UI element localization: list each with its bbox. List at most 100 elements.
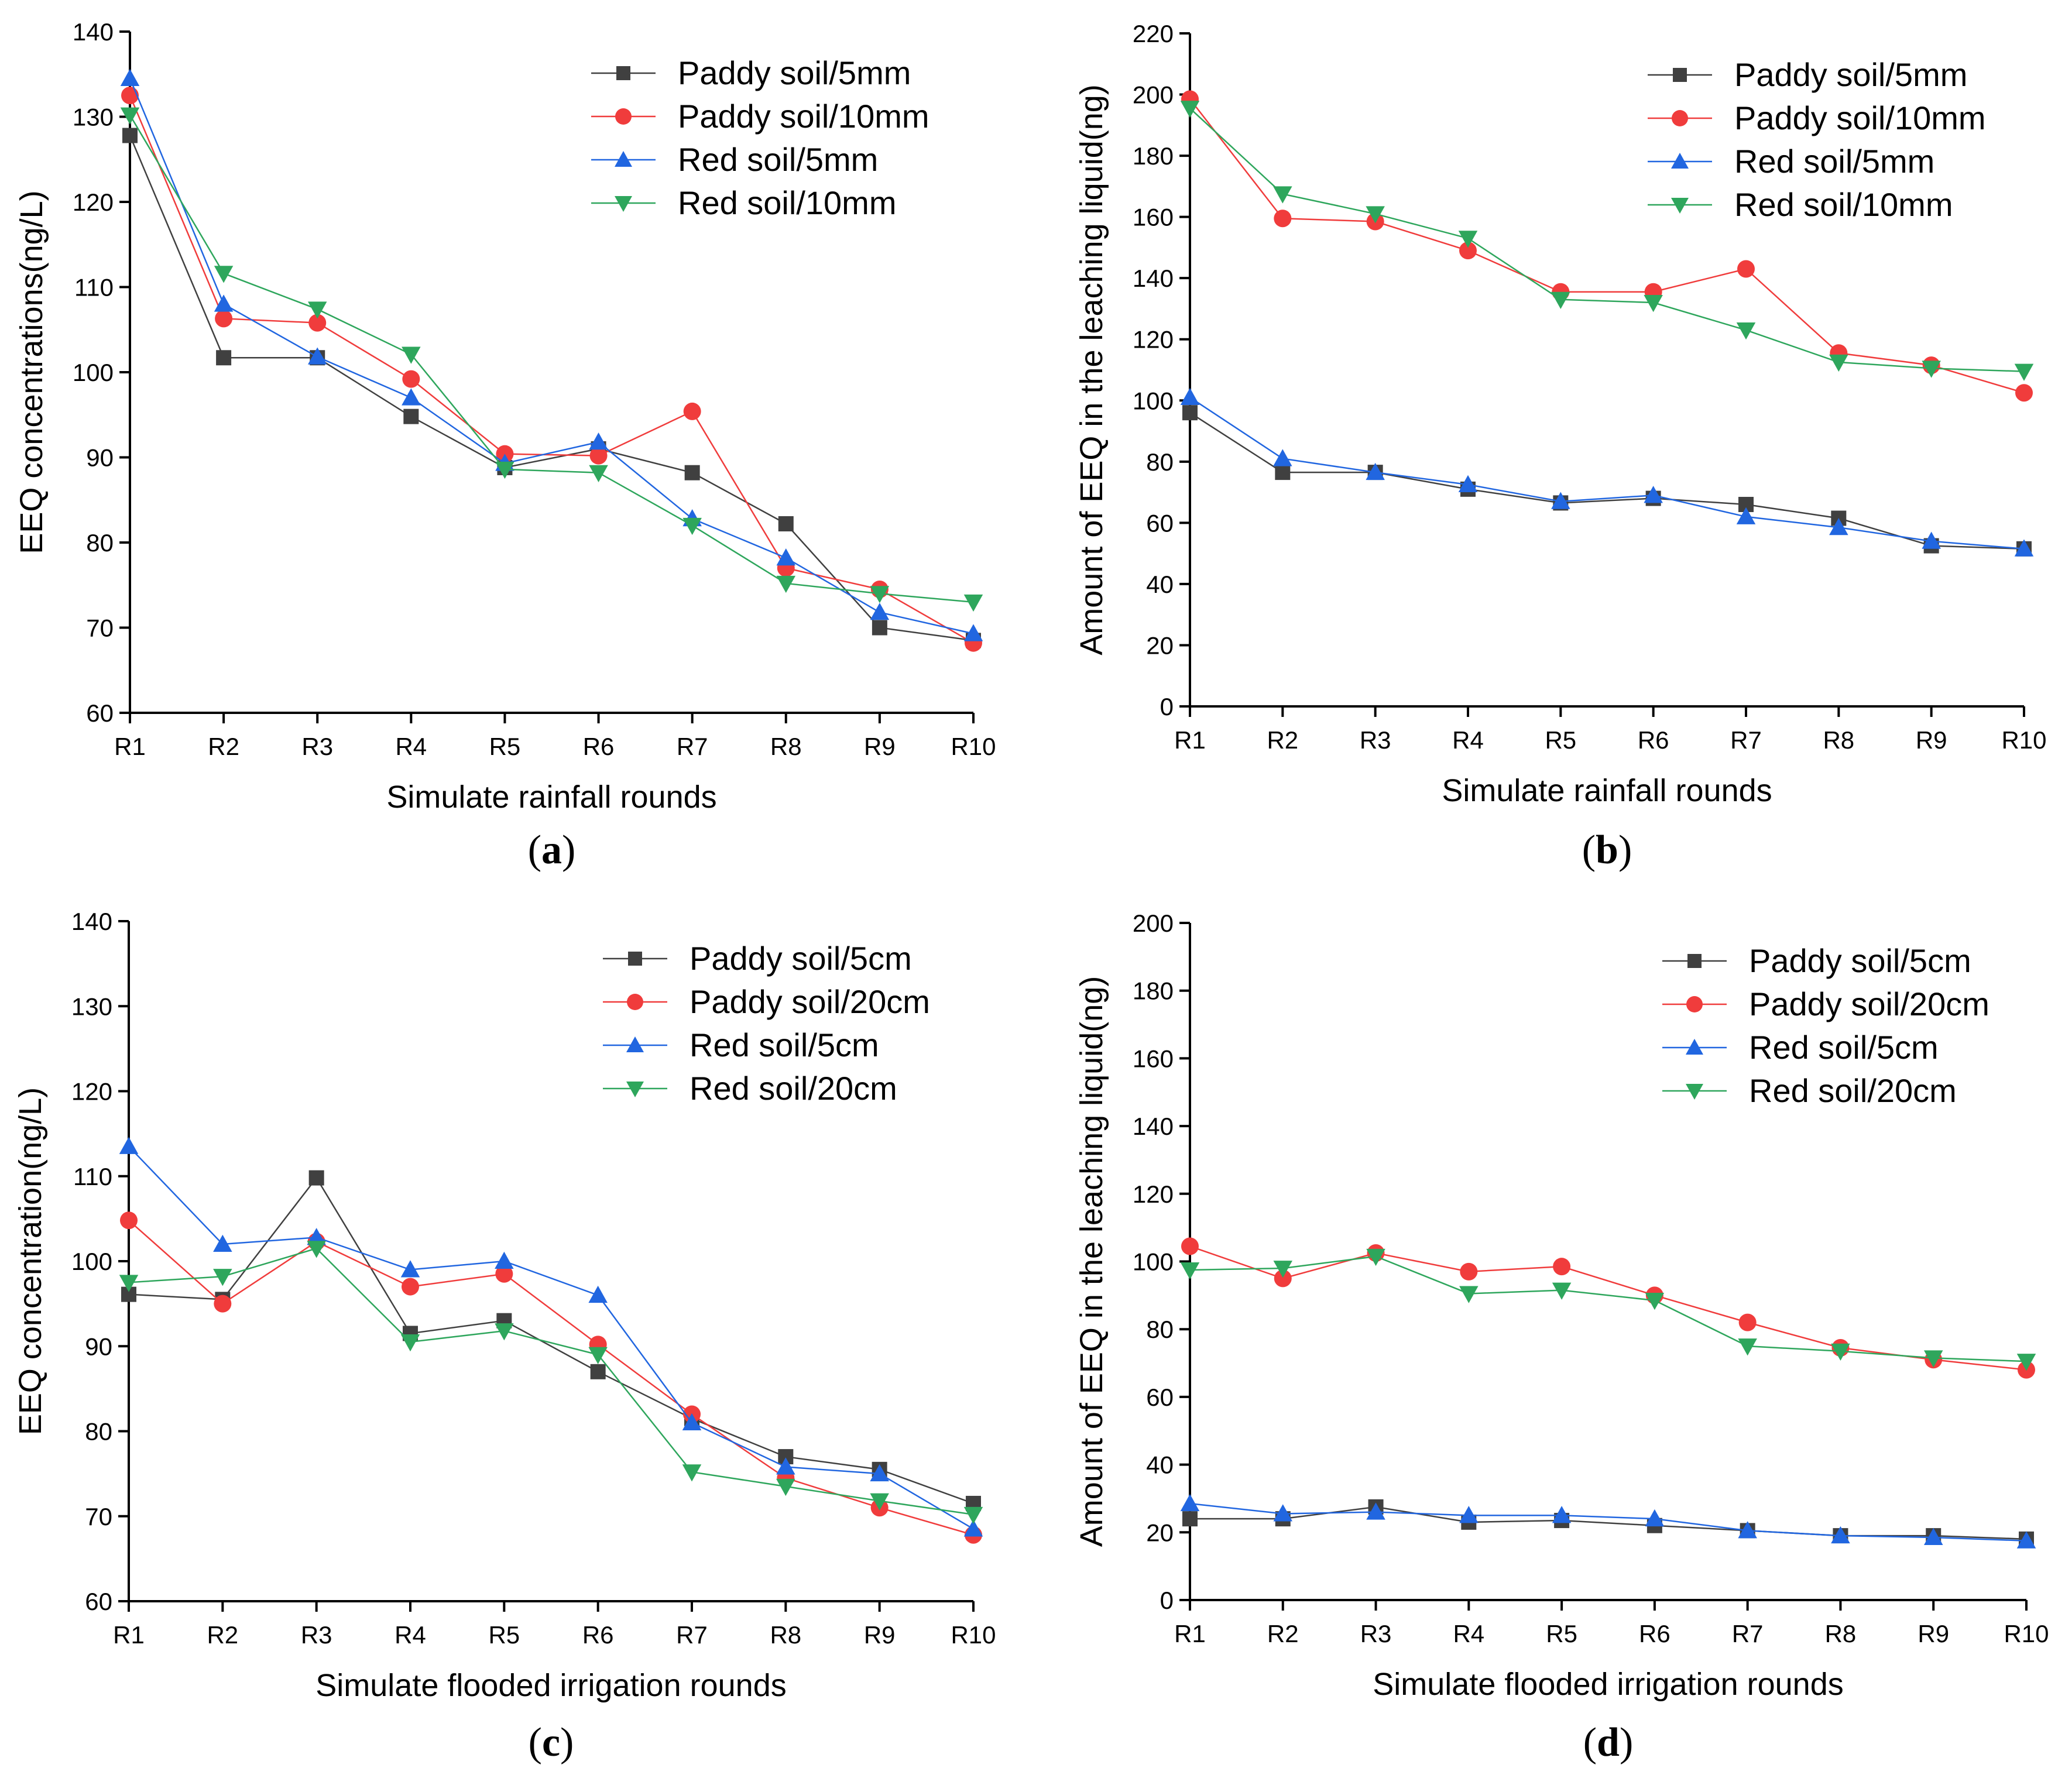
data-point <box>1923 1350 1943 1368</box>
legend-label: Red soil/5mm <box>678 141 878 178</box>
legend-marker <box>627 994 643 1010</box>
legend-marker <box>1687 954 1702 968</box>
legend-marker <box>615 108 632 125</box>
data-point <box>683 402 701 420</box>
y-tick-label: 80 <box>1146 1316 1174 1343</box>
series-line <box>128 1220 974 1536</box>
y-tick-label: 80 <box>85 1418 112 1446</box>
panel-letter: b <box>1596 828 1618 873</box>
x-tick-label: R8 <box>770 1621 801 1649</box>
legend: Paddy soil/5cm Paddy soil/20cm Red soil/5c… <box>1662 942 1989 1109</box>
series-line <box>129 78 974 634</box>
x-tick-label: R6 <box>1639 1620 1670 1647</box>
data-point <box>778 516 794 531</box>
data-point <box>588 1347 608 1365</box>
y-tick-label: 40 <box>1146 571 1174 598</box>
panel-letter: c <box>542 1720 560 1765</box>
data-point <box>1366 1502 1385 1520</box>
data-point <box>120 1211 138 1230</box>
y-tick-label: 130 <box>71 993 112 1020</box>
data-point <box>120 107 140 125</box>
data-point <box>1459 242 1477 260</box>
x-tick-label: R3 <box>1360 726 1391 754</box>
legend-marker <box>616 66 630 80</box>
data-point <box>2016 1531 2036 1549</box>
data-point <box>1736 507 1756 524</box>
legend-marker <box>615 196 632 212</box>
chart-panel-a: 60 70 80 90 100 110 120 130 140 R1 R2 R3 R4 R5 R6 R7 R8 R… <box>14 18 996 873</box>
data-point <box>214 294 234 312</box>
data-point <box>1736 322 1756 340</box>
y-tick-label: 100 <box>73 359 114 386</box>
series-red-soil-10mm <box>1180 101 2034 381</box>
data-point <box>402 370 420 388</box>
data-point <box>776 1478 795 1496</box>
data-point <box>307 301 327 319</box>
data-point <box>776 548 796 566</box>
series-line <box>1190 1506 2027 1540</box>
series-red-soil-10mm <box>120 107 983 612</box>
data-point <box>403 408 419 424</box>
y-axis-title: Amount of EEQ in the leaching liquid(ng) <box>1074 976 1109 1547</box>
x-tick-label: R9 <box>1918 1620 1949 1647</box>
legend: Paddy soil/5mm Paddy soil/10mm Red soil/5m… <box>591 54 929 221</box>
x-tick-label: R7 <box>1730 726 1762 754</box>
series-line <box>1189 1245 2027 1371</box>
data-point <box>307 347 327 365</box>
x-tick-label: R2 <box>207 1621 238 1649</box>
series-paddy-soil-5cm <box>121 1170 981 1511</box>
legend-marker <box>1686 1039 1703 1055</box>
y-tick-label: 120 <box>71 1078 112 1106</box>
data-point <box>682 517 702 535</box>
series-line <box>1189 1255 2027 1362</box>
data-point <box>1182 405 1198 421</box>
x-axis-title: Simulate rainfall rounds <box>386 780 716 815</box>
legend-label: Red soil/20cm <box>1749 1072 1957 1109</box>
legend-label: Red soil/20cm <box>690 1070 897 1107</box>
data-point <box>1366 206 1385 224</box>
y-tick-label: 100 <box>1133 387 1174 414</box>
y-tick-label: 60 <box>1146 1384 1174 1411</box>
y-tick-label: 180 <box>1133 142 1174 170</box>
x-tick-label: R1 <box>113 1621 145 1649</box>
legend-marker <box>1671 153 1689 169</box>
x-tick-label: R5 <box>1546 1620 1577 1647</box>
data-point <box>1552 1506 1572 1523</box>
series-red-soil-5cm <box>119 1137 983 1537</box>
legend-label: Red soil/10mm <box>1734 186 1953 223</box>
x-tick-label: R6 <box>1638 726 1669 754</box>
x-axis-title: Simulate rainfall rounds <box>1442 773 1772 808</box>
data-point <box>121 87 139 105</box>
legend-marker <box>1672 110 1688 126</box>
legend-marker <box>1686 996 1703 1012</box>
chart-panel-c: 60 70 80 90 100 110 120 130 140 R1 R2 R3 R4 R5 R6 R7 R8 R… <box>13 908 996 1765</box>
panel-letter: d <box>1597 1720 1620 1765</box>
y-tick-label: 120 <box>73 188 114 216</box>
legend-marker <box>1686 1084 1703 1100</box>
data-point <box>588 1285 608 1303</box>
chart-panel-d: 0 20 40 60 80 100 120 140 160 180 200 R1 R2 R3 R4 R5 R6 R… <box>1074 909 2049 1765</box>
series-line <box>1189 1502 2027 1542</box>
data-point <box>1273 449 1292 466</box>
y-tick-label: 80 <box>86 529 114 557</box>
y-tick-label: 160 <box>1133 1045 1174 1072</box>
data-point <box>1645 1509 1665 1527</box>
legend-label: Paddy soil/10mm <box>1734 99 1986 136</box>
legend-label: Red soil/5cm <box>690 1027 879 1063</box>
data-point <box>963 1506 983 1525</box>
data-point <box>216 350 232 366</box>
data-point <box>1273 1504 1293 1522</box>
data-point <box>400 1260 420 1278</box>
data-point <box>682 1413 702 1430</box>
series-line <box>128 1146 974 1530</box>
y-tick-label: 120 <box>1133 326 1174 353</box>
data-point <box>1460 1262 1478 1281</box>
series-paddy-soil-10mm <box>1181 90 2033 402</box>
data-point <box>963 624 983 641</box>
x-tick-label: R9 <box>864 733 896 760</box>
data-point <box>1182 1511 1198 1527</box>
x-tick-label: R10 <box>2004 1620 2049 1647</box>
x-axis-title: Simulate flooded irrigation rounds <box>315 1668 786 1703</box>
data-point <box>1831 1526 1850 1544</box>
y-tick-label: 60 <box>86 699 114 727</box>
